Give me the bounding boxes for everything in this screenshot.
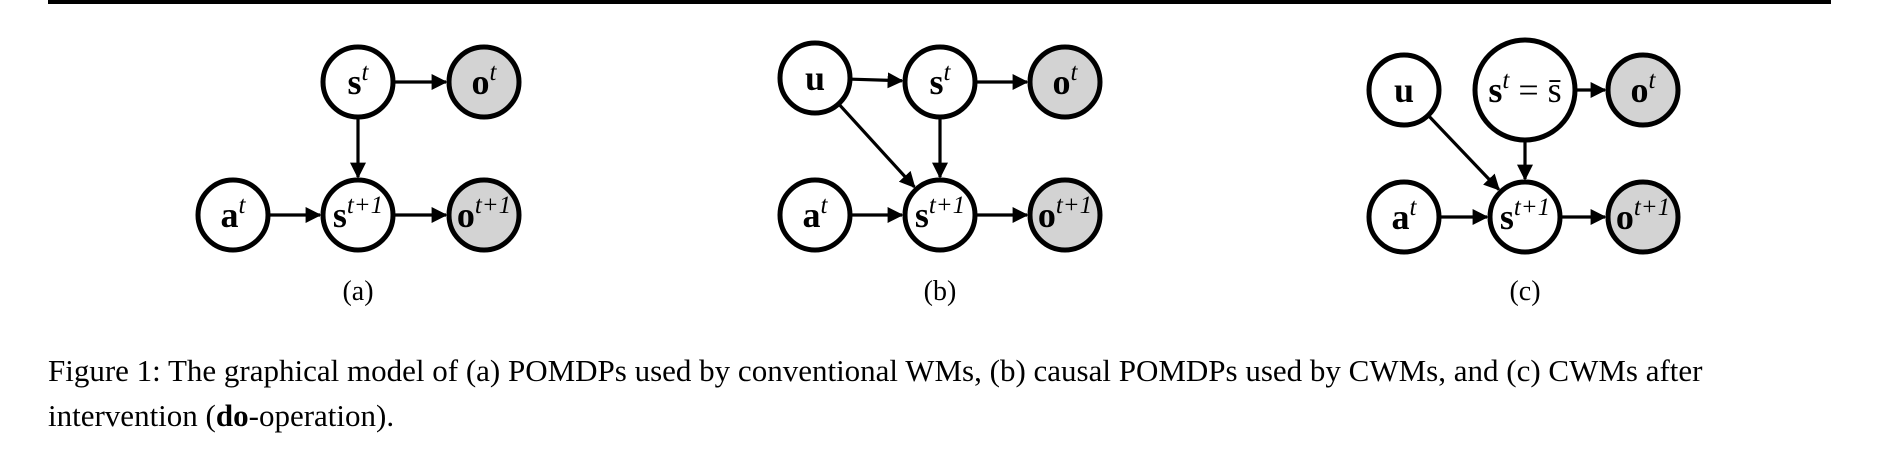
observed-node-circle <box>1605 179 1681 255</box>
node-b_at: at <box>777 177 853 253</box>
node-superscript: t <box>1410 194 1418 221</box>
node-superscript: t <box>1649 67 1657 94</box>
node-label: u <box>805 58 825 98</box>
node-b_ot: ot <box>1027 44 1103 120</box>
node-superscript: t+1 <box>929 192 965 219</box>
node-superscript: t+1 <box>347 192 383 219</box>
panel-label-2: (c) <box>1509 276 1540 307</box>
latent-node-circle <box>777 177 853 253</box>
node-a_st1: st+1 <box>320 177 396 253</box>
node-superscript: t <box>944 59 952 86</box>
node-superscript: t+1 <box>1056 192 1092 219</box>
top-rule <box>48 0 1831 4</box>
latent-node-circle <box>777 40 853 116</box>
node-label: st+1 <box>1500 194 1550 237</box>
latent-node-circle <box>1487 179 1563 255</box>
node-b_st1: st+1 <box>902 177 978 253</box>
edge-arrow-b_u-to-b_st1 <box>838 104 916 189</box>
node-superscript: t <box>239 192 247 219</box>
node-b_ot1: ot+1 <box>1027 177 1103 253</box>
node-superscript: t+1 <box>1514 194 1550 221</box>
latent-node-circle <box>1366 52 1442 128</box>
observed-node-circle <box>446 177 522 253</box>
node-superscript: t+1 <box>475 192 511 219</box>
panel-label-0: (a) <box>342 276 373 307</box>
node-label: at <box>1392 194 1418 237</box>
panel-label-1: (b) <box>924 276 957 307</box>
latent-node-circle <box>902 177 978 253</box>
caption-bold-do: do <box>215 398 249 433</box>
node-label: u <box>1394 70 1414 110</box>
latent-node-circle <box>320 177 396 253</box>
figure-caption: Figure 1: The graphical model of (a) POM… <box>48 348 1838 438</box>
node-superscript: t <box>1502 67 1510 94</box>
node-c_ot1: ot+1 <box>1605 179 1681 255</box>
node-a_ot: ot <box>446 44 522 120</box>
observed-node-circle <box>1027 44 1103 120</box>
latent-node-circle <box>1472 37 1578 143</box>
node-a_at: at <box>195 177 271 253</box>
observed-node-circle <box>1027 177 1103 253</box>
node-superscript: t <box>490 59 498 86</box>
observed-node-circle <box>446 44 522 120</box>
node-c_st: st = s̄ <box>1472 37 1578 143</box>
node-a_ot1: ot+1 <box>446 177 522 253</box>
node-superscript: t <box>1071 59 1079 86</box>
latent-node-circle <box>902 44 978 120</box>
edge-arrow-b_u-to-b_st <box>851 72 904 89</box>
node-b_st: st <box>902 44 978 120</box>
node-superscript: t <box>362 59 370 86</box>
caption-prefix: Figure 1: The graphical model of (a) POM… <box>48 353 1703 433</box>
edge-arrow-c_u-to-c_st1 <box>1428 115 1500 191</box>
node-superscript: t <box>821 192 829 219</box>
node-superscript: t+1 <box>1634 194 1670 221</box>
node-c_at: at <box>1366 179 1442 255</box>
node-b_u: u <box>777 40 853 116</box>
node-c_st1: st+1 <box>1487 179 1563 255</box>
latent-node-circle <box>1366 179 1442 255</box>
latent-node-circle <box>320 44 396 120</box>
caption-suffix: -operation). <box>248 398 395 433</box>
latent-node-circle <box>195 177 271 253</box>
node-suffix: = s̄ <box>1509 70 1561 110</box>
node-c_u: u <box>1366 52 1442 128</box>
node-label: st = s̄ <box>1488 67 1561 110</box>
observed-node-circle <box>1605 52 1681 128</box>
node-c_ot: ot <box>1605 52 1681 128</box>
node-a_st: st <box>320 44 396 120</box>
